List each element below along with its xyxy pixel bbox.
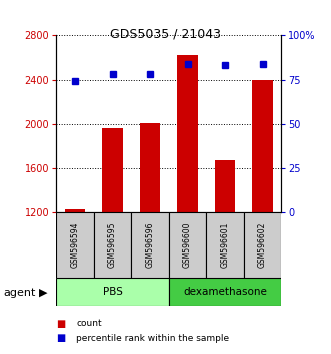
Bar <box>94 212 131 278</box>
Text: ■: ■ <box>56 333 66 343</box>
Bar <box>177 55 198 345</box>
Text: dexamethasone: dexamethasone <box>183 287 267 297</box>
Text: percentile rank within the sample: percentile rank within the sample <box>76 333 229 343</box>
Text: ■: ■ <box>56 319 66 329</box>
Text: GSM596595: GSM596595 <box>108 222 117 268</box>
Bar <box>206 212 244 278</box>
Text: ▶: ▶ <box>39 288 47 298</box>
Text: GSM596594: GSM596594 <box>71 222 79 268</box>
Bar <box>244 212 281 278</box>
Text: count: count <box>76 319 102 329</box>
Text: agent: agent <box>3 288 36 298</box>
Text: GSM596602: GSM596602 <box>258 222 267 268</box>
Bar <box>56 212 94 278</box>
Text: GSM596596: GSM596596 <box>146 222 155 268</box>
Bar <box>140 123 161 345</box>
Text: PBS: PBS <box>103 287 122 297</box>
Bar <box>252 80 273 345</box>
Bar <box>56 278 169 306</box>
Bar <box>169 212 206 278</box>
Bar <box>215 160 235 345</box>
Text: GSM596600: GSM596600 <box>183 222 192 268</box>
Bar <box>65 209 85 345</box>
Bar <box>131 212 169 278</box>
Bar <box>102 129 123 345</box>
Bar <box>169 278 281 306</box>
Text: GDS5035 / 21043: GDS5035 / 21043 <box>110 28 221 41</box>
Text: GSM596601: GSM596601 <box>220 222 230 268</box>
